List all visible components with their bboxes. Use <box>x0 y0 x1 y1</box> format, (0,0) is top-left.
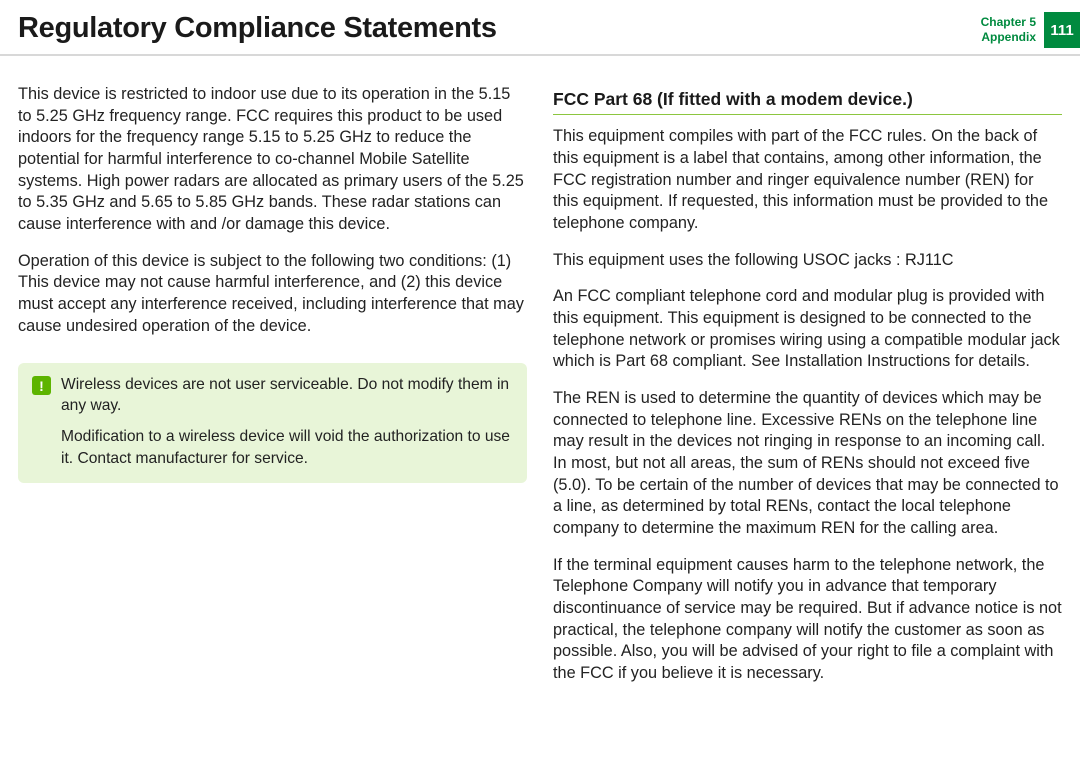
chapter-label: Chapter 5 Appendix <box>981 15 1036 45</box>
body-paragraph: This device is restricted to indoor use … <box>18 84 527 236</box>
right-column: FCC Part 68 (If fitted with a modem devi… <box>553 84 1062 700</box>
page-title: Regulatory Compliance Statements <box>18 12 497 45</box>
body-paragraph: This equipment compiles with part of the… <box>553 126 1062 234</box>
left-column: This device is restricted to indoor use … <box>18 84 527 700</box>
section-heading: FCC Part 68 (If fitted with a modem devi… <box>553 88 1062 115</box>
body-paragraph: The REN is used to determine the quantit… <box>553 388 1062 540</box>
chapter-line-2: Appendix <box>981 30 1036 45</box>
header-divider <box>0 54 1080 56</box>
body-paragraph: An FCC compliant telephone cord and modu… <box>553 286 1062 373</box>
warning-body: Wireless devices are not user serviceabl… <box>61 374 513 468</box>
body-paragraph: Operation of this device is subject to t… <box>18 251 527 338</box>
page-header: Regulatory Compliance Statements Chapter… <box>0 0 1080 54</box>
warning-paragraph: Wireless devices are not user serviceabl… <box>61 374 513 416</box>
header-right: Chapter 5 Appendix 111 <box>981 12 1080 48</box>
warning-paragraph: Modification to a wireless device will v… <box>61 426 513 468</box>
warning-icon: ! <box>32 376 51 395</box>
warning-note: ! Wireless devices are not user servicea… <box>18 363 527 482</box>
content-columns: This device is restricted to indoor use … <box>0 84 1080 700</box>
chapter-line-1: Chapter 5 <box>981 15 1036 30</box>
body-paragraph: If the terminal equipment causes harm to… <box>553 555 1062 685</box>
page-number-badge: 111 <box>1044 12 1080 48</box>
body-paragraph: This equipment uses the following USOC j… <box>553 250 1062 272</box>
